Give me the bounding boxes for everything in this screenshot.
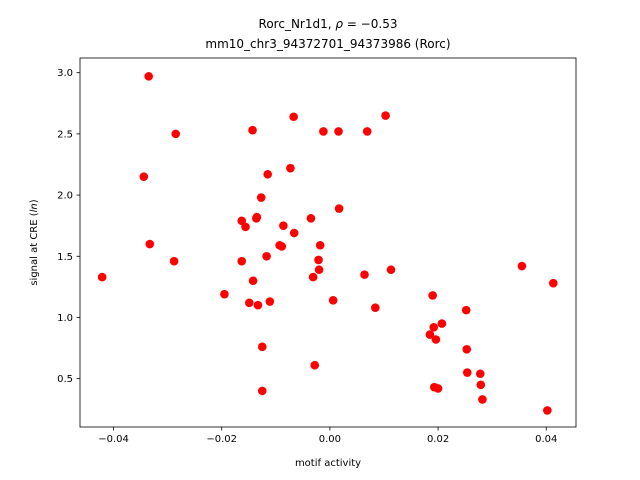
chart-title-rho-value: = −0.53 <box>343 17 397 31</box>
data-points <box>97 72 558 415</box>
y-tick-label: 2.0 <box>57 191 73 202</box>
data-point <box>319 127 328 136</box>
data-point <box>286 163 295 173</box>
data-point <box>263 169 272 179</box>
data-point <box>334 127 343 136</box>
data-point <box>169 256 179 266</box>
data-point <box>220 289 229 299</box>
chart-title-line-1: Rorc_Nr1d1, ρ = −0.53 <box>259 17 398 31</box>
x-axis-ticks: −0.04 −0.02 0.00 0.02 0.04 <box>98 427 557 445</box>
data-point <box>314 255 323 265</box>
data-point <box>289 228 299 238</box>
data-point <box>237 256 247 266</box>
data-point <box>334 204 344 213</box>
data-point <box>429 322 439 332</box>
data-point <box>328 296 338 305</box>
data-point <box>462 344 472 354</box>
data-point <box>314 265 324 275</box>
data-point <box>257 342 267 352</box>
data-point <box>248 276 258 286</box>
data-point <box>437 319 447 328</box>
data-point <box>386 265 396 275</box>
data-point <box>310 360 320 370</box>
y-tick-label: 3.0 <box>57 68 73 79</box>
y-tick-label: 2.5 <box>57 129 73 140</box>
chart-title-line-2: mm10_chr3_94372701_94373986 (Rorc) <box>205 37 450 51</box>
data-point <box>279 221 288 230</box>
data-point <box>548 278 558 288</box>
plot-background <box>80 58 576 427</box>
chart-title-prefix: Rorc_Nr1d1, <box>259 17 336 31</box>
data-point <box>256 193 266 202</box>
y-axis-label-suffix: ) <box>29 199 40 203</box>
x-tick-label: −0.02 <box>206 434 237 445</box>
data-point <box>431 335 441 344</box>
data-point <box>144 72 153 81</box>
data-point <box>145 239 155 249</box>
y-axis-ticks: 0.5 1.0 1.5 2.0 2.5 3.0 <box>57 68 80 385</box>
data-point <box>253 300 263 310</box>
data-point <box>277 242 287 251</box>
data-point <box>97 272 107 282</box>
data-point <box>315 240 325 250</box>
data-point <box>308 272 318 282</box>
data-point <box>461 305 471 315</box>
y-axis-label-italic: ln <box>29 203 40 212</box>
data-point <box>248 125 257 135</box>
x-tick-label: −0.04 <box>98 434 129 445</box>
y-axis-label: signal at CRE (ln) <box>29 199 40 285</box>
data-point <box>241 222 250 232</box>
data-point <box>433 384 443 393</box>
x-tick-label: 0.04 <box>535 434 557 445</box>
chart-title-rho-symbol: ρ <box>335 17 343 31</box>
data-point <box>517 261 527 271</box>
data-point <box>265 297 275 306</box>
data-point <box>475 369 485 379</box>
data-point <box>543 406 552 415</box>
plot-area <box>80 58 576 427</box>
data-point <box>252 212 262 222</box>
x-axis-label: motif activity <box>295 458 361 469</box>
data-point <box>257 386 267 396</box>
data-point <box>478 395 487 404</box>
data-point <box>476 380 486 390</box>
y-tick-label: 1.0 <box>57 313 73 324</box>
data-point <box>381 111 390 120</box>
data-point <box>244 298 254 308</box>
x-tick-label: 0.02 <box>427 434 449 445</box>
data-point <box>171 129 181 139</box>
y-axis-label-prefix: signal at CRE ( <box>29 212 40 285</box>
y-tick-label: 1.5 <box>57 252 73 263</box>
plot-frame <box>79 57 577 428</box>
x-tick-label: 0.00 <box>319 434 341 445</box>
data-point <box>371 303 380 312</box>
data-point <box>289 112 298 122</box>
data-point <box>262 251 271 261</box>
data-point <box>425 330 435 339</box>
data-point <box>428 291 437 300</box>
data-point <box>306 214 316 223</box>
y-tick-label: 0.5 <box>57 374 73 385</box>
data-point <box>462 368 472 377</box>
data-point <box>139 172 149 182</box>
data-point <box>360 270 369 279</box>
data-point <box>362 127 372 136</box>
